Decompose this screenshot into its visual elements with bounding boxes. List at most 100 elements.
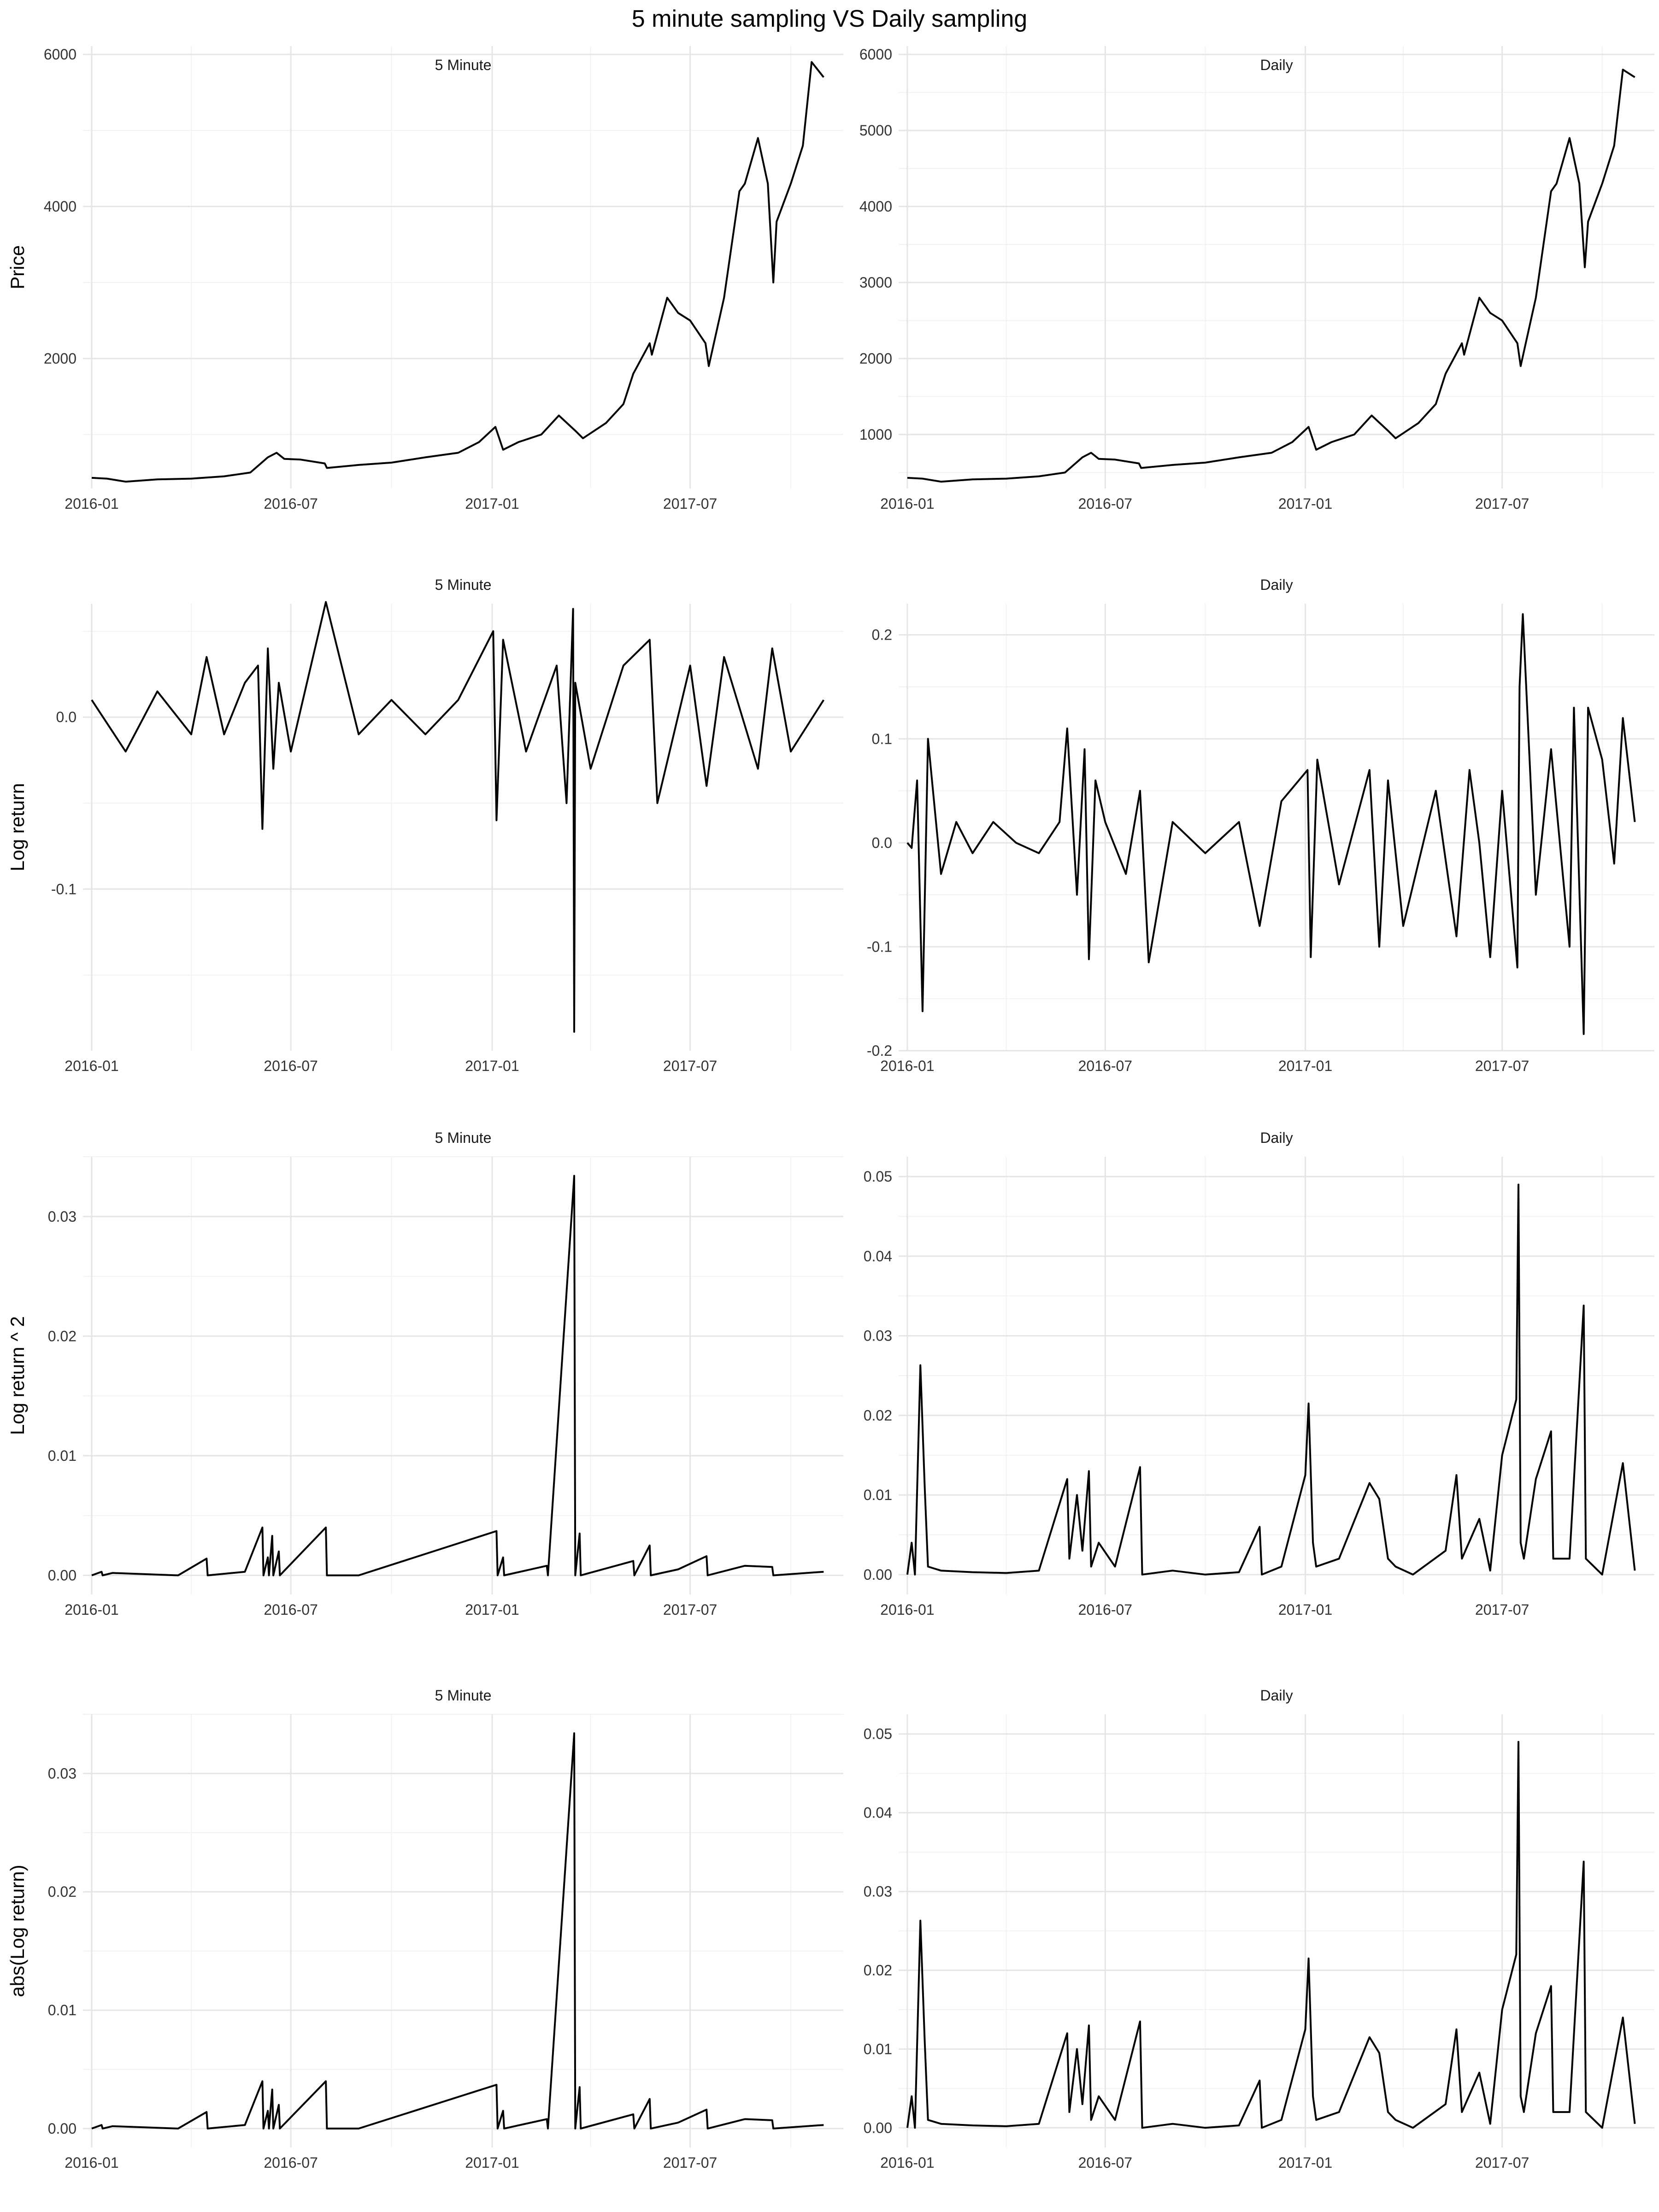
panel-1-1: -0.2 -0.1 0.0 0.1 0.2 2016-01 2016-07 2017-01 20… bbox=[867, 577, 1654, 1074]
panel-title: 5 Minute bbox=[435, 1687, 492, 1704]
y-tick-label: 0.04 bbox=[864, 1248, 892, 1265]
y-axis-label: abs(Log return) bbox=[6, 1865, 28, 1997]
x-tick-label: 2016-01 bbox=[880, 2154, 934, 2171]
panel-2-1: 0.00 0.01 0.02 0.03 0.04 0.05 2016-01 2016-07 20… bbox=[864, 1130, 1654, 1618]
x-tick-label: 2017-01 bbox=[465, 495, 519, 512]
x-tick-label: 2017-07 bbox=[663, 1058, 717, 1074]
x-tick-label: 2017-01 bbox=[465, 2154, 519, 2171]
series-line bbox=[91, 61, 824, 483]
y-tick-label: 0.03 bbox=[864, 1883, 892, 1900]
figure-title: 5 minute sampling VS Daily sampling bbox=[632, 6, 1027, 32]
y-tick-label: 0.0 bbox=[56, 709, 76, 725]
x-tick-label: 2017-07 bbox=[1475, 2154, 1529, 2171]
x-tick-label: 2017-01 bbox=[465, 1058, 519, 1074]
y-tick-label: 0.00 bbox=[48, 1567, 76, 1583]
y-tick-label: 0.04 bbox=[864, 1805, 892, 1821]
y-tick-label: 0.02 bbox=[864, 1407, 892, 1424]
y-tick-label: 0.03 bbox=[48, 1765, 76, 1782]
x-tick-label: 2017-07 bbox=[663, 495, 717, 512]
x-tick-label: 2017-07 bbox=[1475, 1058, 1529, 1074]
x-tick-label: 2016-01 bbox=[65, 495, 118, 512]
series-line bbox=[906, 613, 1636, 1035]
panel-title: Daily bbox=[1260, 1130, 1293, 1146]
y-tick-label: 4000 bbox=[859, 198, 892, 215]
y-tick-label: 0.0 bbox=[872, 835, 892, 851]
x-tick-label: 2017-07 bbox=[1475, 1601, 1529, 1618]
y-tick-label: -0.1 bbox=[51, 881, 76, 897]
series-line bbox=[91, 601, 824, 1033]
y-tick-label: -0.2 bbox=[867, 1042, 892, 1059]
x-tick-label: 2017-01 bbox=[1278, 1601, 1332, 1618]
y-tick-label: 0.05 bbox=[864, 1168, 892, 1185]
panel-1-0: -0.1 0.0 2016-01 2016-07 2017-01 2017-07 5 Min… bbox=[6, 577, 843, 1074]
x-tick-label: 2016-07 bbox=[1078, 1601, 1132, 1618]
panel-0-0: 2000 4000 6000 2016-01 2016-07 2017-01 2017-07… bbox=[6, 46, 843, 512]
y-axis-label: Log return bbox=[6, 783, 28, 871]
x-tick-label: 2016-01 bbox=[880, 1058, 934, 1074]
series-line bbox=[91, 1732, 824, 2130]
y-tick-label: 0.00 bbox=[864, 2119, 892, 2136]
x-tick-label: 2016-01 bbox=[65, 2154, 118, 2171]
x-tick-label: 2016-01 bbox=[65, 1601, 118, 1618]
x-tick-label: 2016-07 bbox=[1078, 1058, 1132, 1074]
series-line bbox=[907, 69, 1635, 483]
y-tick-label: 0.02 bbox=[48, 1328, 76, 1344]
panel-3-0: 0.00 0.01 0.02 0.03 2016-01 2016-07 2017-01 201… bbox=[6, 1687, 843, 2171]
panel-3-1: 0.00 0.01 0.02 0.03 0.04 0.05 2016-01 2016-07 20… bbox=[864, 1687, 1654, 2171]
x-tick-label: 2017-07 bbox=[663, 2154, 717, 2171]
y-tick-label: 0.02 bbox=[864, 1962, 892, 1978]
y-tick-label: -0.1 bbox=[867, 938, 892, 955]
x-tick-label: 2016-07 bbox=[264, 1058, 318, 1074]
x-tick-label: 2017-01 bbox=[1278, 495, 1332, 512]
x-tick-label: 2017-01 bbox=[1278, 2154, 1332, 2171]
y-tick-label: 0.01 bbox=[864, 1487, 892, 1503]
y-tick-label: 0.1 bbox=[872, 730, 892, 747]
y-tick-label: 0.01 bbox=[48, 2002, 76, 2018]
x-tick-label: 2016-07 bbox=[1078, 2154, 1132, 2171]
panel-title: Daily bbox=[1260, 1687, 1293, 1704]
panel-title: 5 Minute bbox=[435, 57, 492, 73]
y-tick-label: 0.03 bbox=[48, 1208, 76, 1225]
y-tick-label: 0.03 bbox=[864, 1328, 892, 1344]
series-line bbox=[906, 1183, 1636, 1576]
y-tick-label: 0.2 bbox=[872, 627, 892, 643]
y-tick-label: 4000 bbox=[44, 198, 76, 215]
x-tick-label: 2017-01 bbox=[1278, 1058, 1332, 1074]
panel-2-0: 0.00 0.01 0.02 0.03 2016-01 2016-07 2017-01 201… bbox=[6, 1130, 843, 1618]
y-axis-label: Log return ^ 2 bbox=[6, 1316, 28, 1435]
x-tick-label: 2017-01 bbox=[465, 1601, 519, 1618]
y-tick-label: 6000 bbox=[859, 46, 892, 63]
x-tick-label: 2016-07 bbox=[264, 1601, 318, 1618]
series-line bbox=[91, 1175, 824, 1577]
x-tick-label: 2016-01 bbox=[880, 1601, 934, 1618]
x-tick-label: 2016-07 bbox=[1078, 495, 1132, 512]
y-tick-label: 6000 bbox=[44, 46, 76, 63]
y-tick-label: 2000 bbox=[859, 350, 892, 367]
y-tick-label: 1000 bbox=[859, 426, 892, 443]
y-axis-label: Price bbox=[6, 245, 28, 289]
x-tick-label: 2017-07 bbox=[1475, 495, 1529, 512]
x-tick-label: 2016-01 bbox=[880, 495, 934, 512]
x-tick-label: 2016-07 bbox=[264, 2154, 318, 2171]
panel-title: 5 Minute bbox=[435, 1130, 492, 1146]
y-tick-label: 0.00 bbox=[48, 2120, 76, 2137]
y-tick-label: 0.01 bbox=[864, 2041, 892, 2057]
series-line bbox=[906, 1741, 1636, 2129]
y-tick-label: 2000 bbox=[44, 350, 76, 367]
x-tick-label: 2016-01 bbox=[65, 1058, 118, 1074]
y-tick-label: 0.05 bbox=[864, 1726, 892, 1742]
x-tick-label: 2017-07 bbox=[663, 1601, 717, 1618]
x-tick-label: 2016-07 bbox=[264, 495, 318, 512]
panel-0-1: 1000 2000 3000 4000 5000 6000 2016-01 2016-07 20… bbox=[859, 46, 1654, 512]
panel-title: Daily bbox=[1260, 577, 1293, 593]
panels: 2000 4000 6000 2016-01 2016-07 2017-01 2017-07… bbox=[6, 46, 1654, 2171]
y-tick-label: 0.01 bbox=[48, 1447, 76, 1464]
y-tick-label: 0.00 bbox=[864, 1566, 892, 1583]
panel-title: Daily bbox=[1260, 57, 1293, 73]
y-tick-label: 5000 bbox=[859, 122, 892, 139]
y-tick-label: 3000 bbox=[859, 274, 892, 291]
panel-title: 5 Minute bbox=[435, 577, 492, 593]
y-tick-label: 0.02 bbox=[48, 1883, 76, 1900]
